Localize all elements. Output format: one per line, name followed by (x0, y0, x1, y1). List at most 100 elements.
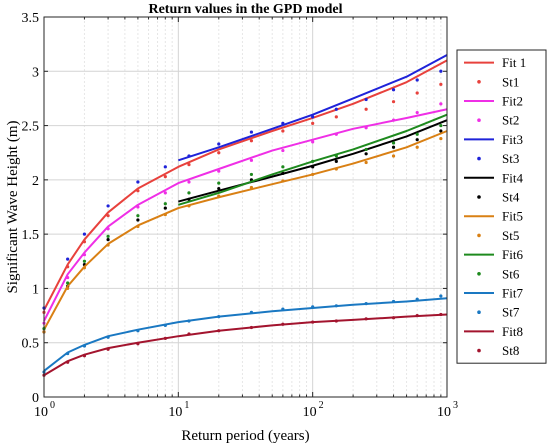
data-point (249, 139, 254, 143)
legend-item: St6 (477, 266, 520, 281)
data-point (391, 88, 396, 92)
data-point (281, 165, 285, 169)
data-point (281, 179, 285, 183)
legend-item: Fit8 (464, 324, 523, 339)
legend-item: St2 (477, 113, 519, 128)
data-point (391, 299, 396, 304)
data-point (106, 237, 110, 242)
series-line (43, 313, 448, 377)
data-point (187, 180, 191, 184)
data-point (334, 132, 338, 136)
data-point (136, 342, 140, 346)
data-point (281, 129, 285, 133)
data-point (439, 82, 443, 86)
plot-frame (43, 16, 448, 398)
legend-label: Fit4 (502, 170, 523, 185)
data-point (136, 224, 140, 229)
data-point (439, 102, 443, 106)
data-point (163, 175, 167, 179)
y-tick-label: 3 (32, 65, 39, 80)
legend-label: St6 (502, 266, 520, 281)
data-point (163, 206, 167, 210)
legend-label: Fit2 (502, 94, 523, 109)
data-point (281, 121, 285, 125)
x-tick-exponent: 3 (453, 400, 458, 411)
legend-point-swatch (477, 233, 481, 238)
legend-label: Fit 1 (502, 55, 526, 70)
data-point (311, 159, 315, 163)
data-point (439, 69, 443, 73)
data-point (415, 91, 419, 95)
legend-point-swatch (477, 348, 481, 353)
y-axis-label: Significant Wave Height (m) (5, 120, 21, 293)
legend-label: St5 (502, 228, 519, 243)
series-st5 (42, 137, 443, 334)
series-st8 (42, 312, 443, 377)
legend-label: Fit7 (502, 286, 523, 301)
legend-label: St7 (502, 305, 520, 320)
data-point (163, 213, 167, 217)
data-point (217, 194, 221, 198)
series-st6 (42, 123, 443, 331)
data-point (391, 316, 396, 320)
data-point (311, 320, 315, 324)
data-point (249, 185, 254, 190)
series-st1 (42, 82, 443, 314)
legend-label: St4 (502, 190, 520, 205)
data-point (106, 204, 110, 208)
legend: Fit 1 St1 Fit2 St2 Fit3 St3 Fit4 St4 Fit5 St5 Fit6… (456, 49, 547, 364)
data-point (334, 154, 338, 158)
series-line (43, 297, 448, 372)
legend-label: St3 (502, 151, 519, 166)
legend-point-swatch (477, 80, 481, 84)
y-tick-label: 2.5 (22, 120, 40, 135)
x-tick-label: 10 (168, 405, 182, 420)
series-fit3 (178, 54, 448, 162)
data-point (136, 214, 140, 218)
data-point (249, 130, 254, 134)
data-point (106, 243, 110, 247)
data-point (66, 257, 70, 261)
data-point (334, 115, 338, 119)
data-point (364, 97, 368, 102)
data-point (136, 329, 140, 333)
data-point (364, 152, 368, 156)
series-st4 (42, 129, 443, 334)
data-point (217, 329, 221, 333)
legend-label: Fit6 (502, 247, 523, 262)
data-point (439, 123, 443, 128)
data-point (187, 191, 191, 195)
y-tick-label: 0 (32, 391, 39, 406)
data-point (391, 118, 396, 122)
data-point (66, 265, 70, 269)
data-point (281, 171, 285, 175)
data-point (106, 214, 110, 218)
legend-label: St1 (502, 74, 519, 89)
data-point (281, 322, 285, 326)
legend-point-swatch (477, 118, 481, 122)
legend-item: Fit4 (464, 170, 523, 185)
data-point (334, 304, 338, 308)
data-point (187, 163, 191, 167)
data-point (82, 354, 87, 358)
data-point (187, 204, 191, 208)
data-point (136, 205, 140, 209)
series-fit7 (43, 297, 448, 372)
data-point (439, 129, 443, 133)
series-st2 (42, 102, 443, 325)
data-point (439, 137, 443, 141)
data-point (187, 197, 191, 201)
data-point (311, 165, 315, 169)
series-line (43, 108, 448, 322)
x-tick-exponent: 2 (319, 400, 324, 411)
data-point (82, 259, 87, 263)
legend-item: Fit 1 (464, 55, 526, 70)
data-point (163, 323, 167, 327)
data-point (217, 169, 221, 173)
plot-content (42, 54, 448, 377)
series-fit2 (43, 108, 448, 322)
data-point (66, 275, 70, 280)
data-point (187, 332, 191, 336)
data-point (82, 253, 87, 257)
legend-point-swatch (477, 272, 481, 276)
